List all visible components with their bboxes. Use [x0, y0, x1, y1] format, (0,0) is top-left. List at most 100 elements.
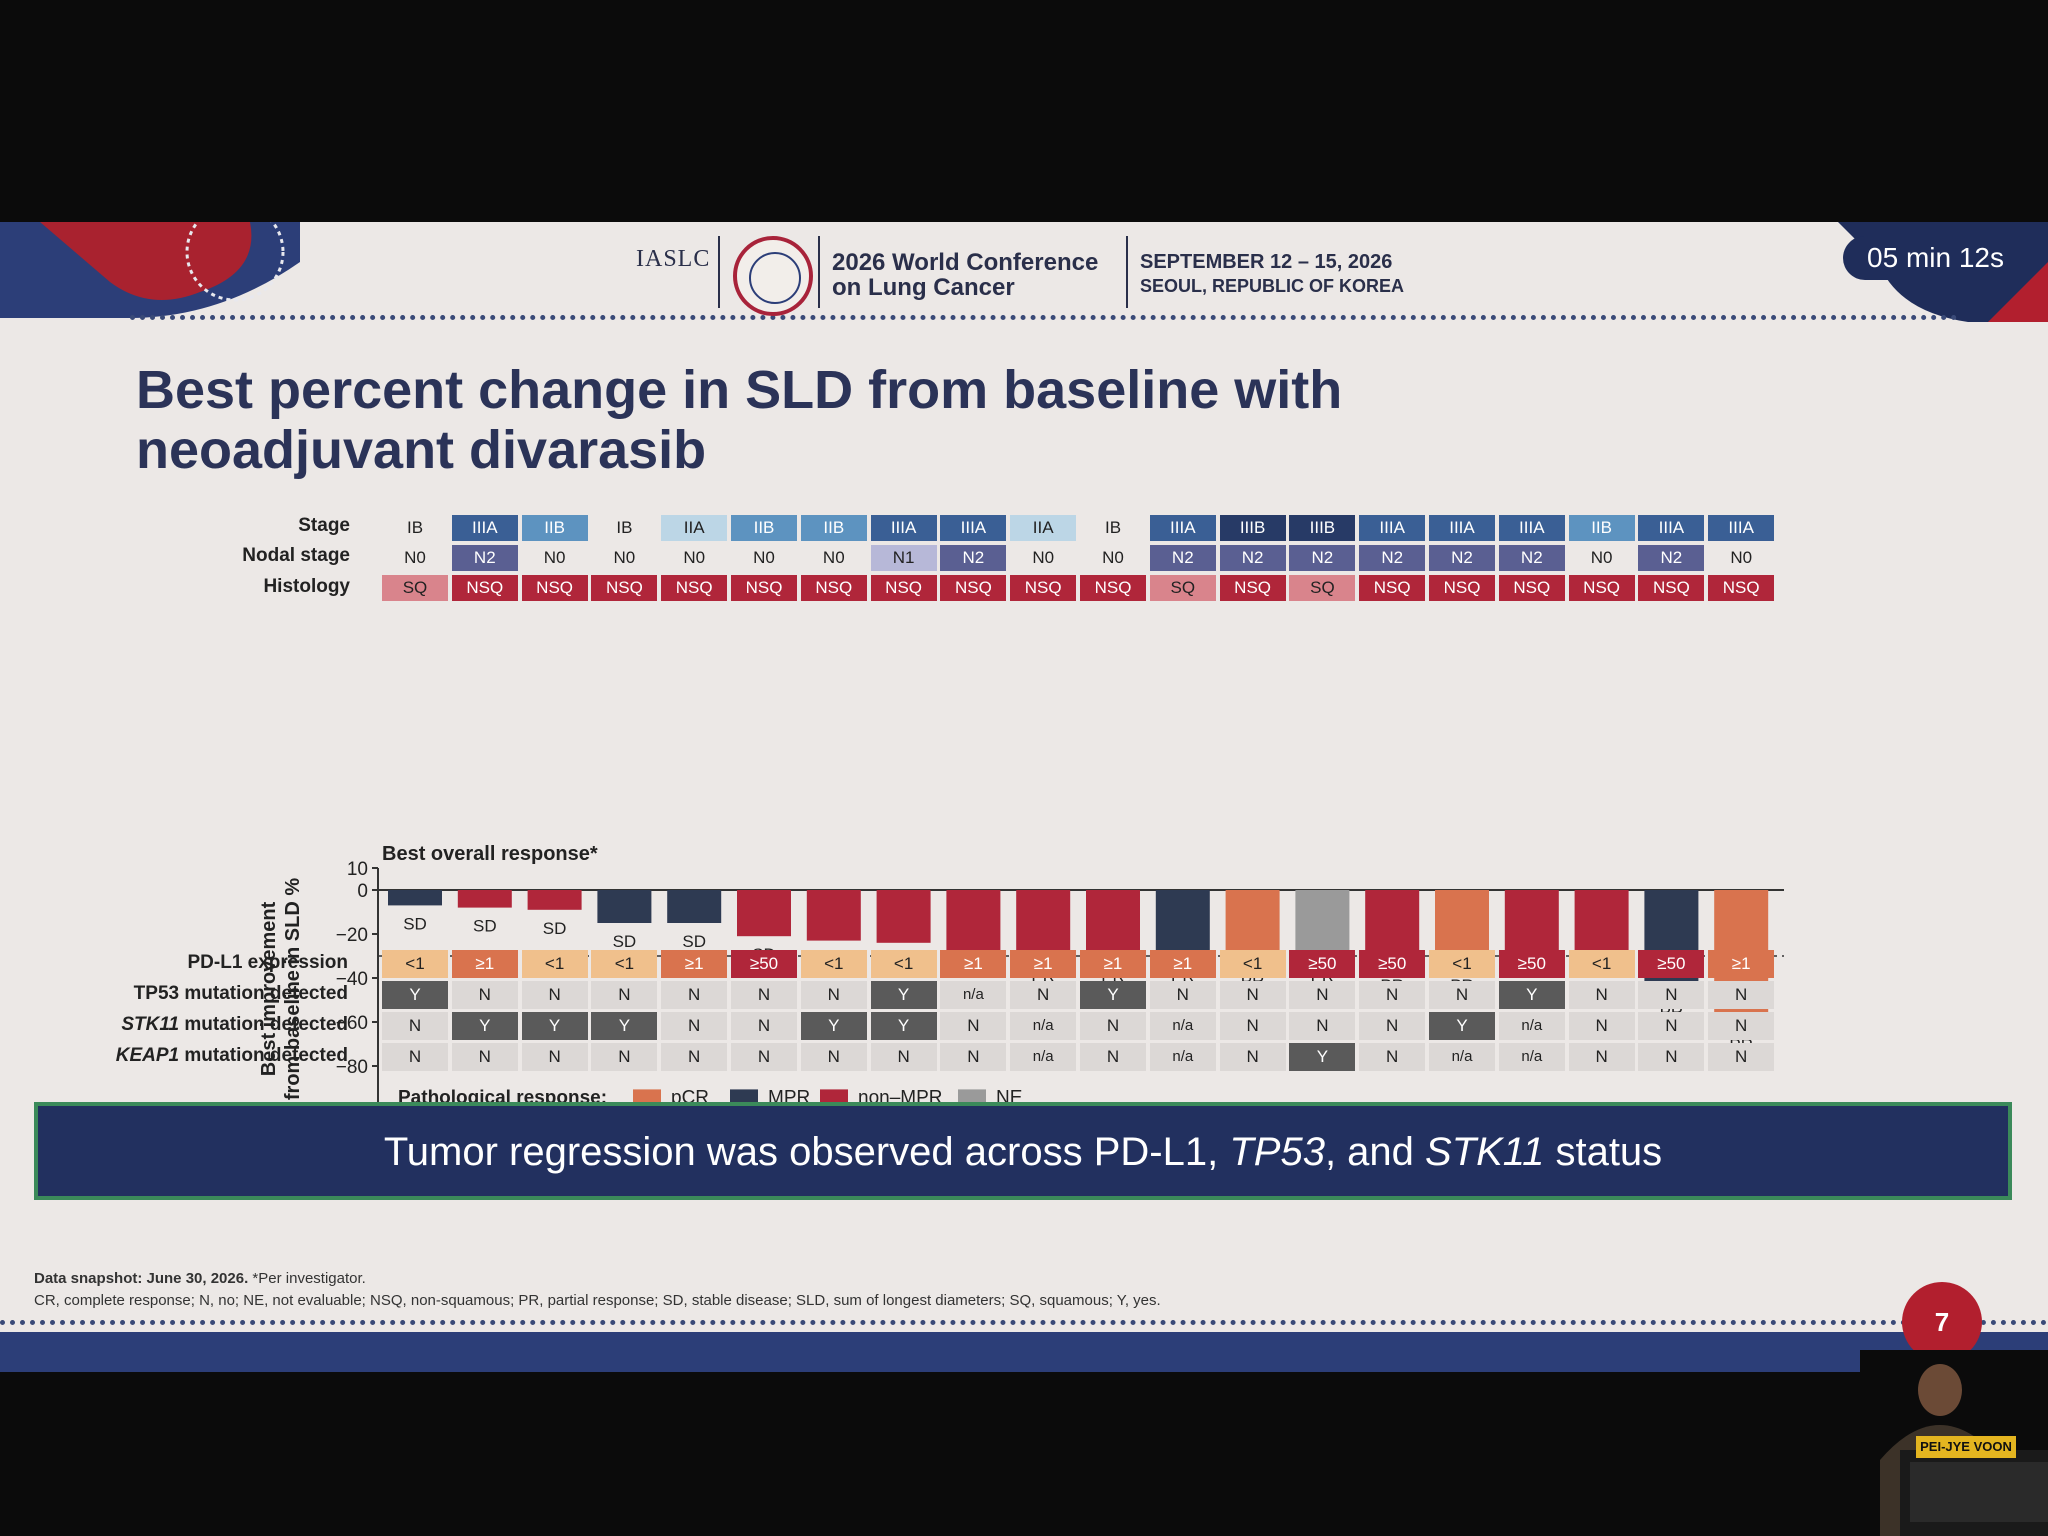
pdl1-cell: ≥1 [661, 950, 728, 978]
legend-swatch [730, 1089, 758, 1104]
stage-cell: IIIA [1149, 515, 1216, 541]
slide-title-line1: Best percent change in SLD from baseline… [136, 360, 1343, 420]
pdl1-cell: <1 [800, 950, 867, 978]
stage-cell: IIIB [1219, 515, 1286, 541]
pdl1-cell: ≥50 [731, 950, 797, 978]
stage-cell: IIIA [1359, 515, 1426, 541]
stage-cell: IB [406, 518, 424, 537]
nodal-cell: N0 [613, 548, 636, 567]
stage-cell: IIIA [1708, 515, 1775, 541]
conference-title: 2026 World Conference on Lung Cancer [832, 250, 1132, 300]
keap1-cell: N [1568, 1043, 1635, 1071]
histology-cell: NSQ [591, 575, 658, 601]
bar [876, 890, 931, 943]
histology-cell: NSQ [940, 575, 1007, 601]
footnote-abbreviations: CR, complete response; N, no; NE, not ev… [34, 1292, 1161, 1309]
histology-cell: NSQ [1359, 575, 1426, 601]
conference-date: SEPTEMBER 12 – 15, 2026 SEOUL, REPUBLIC … [1140, 250, 1440, 298]
nodal-cell: N2 [1149, 545, 1216, 571]
nodal-cell: N0 [1730, 548, 1753, 567]
stage-row-label: Stage [298, 515, 350, 536]
pdl1-cell: <1 [1568, 950, 1635, 978]
histology-cell: NSQ [1010, 575, 1077, 601]
keap1-cell: N [731, 1043, 797, 1071]
banner-gene-tp53: TP53 [1229, 1130, 1325, 1174]
pdl1-cell: ≥50 [1638, 950, 1705, 978]
slide: IASLC 2026 World Conference on Lung Canc… [0, 222, 2048, 1372]
pdl1-cell: ≥50 [1359, 950, 1426, 978]
stk11-cell: N [731, 1012, 797, 1040]
nodal-cell: N0 [1032, 548, 1055, 567]
header-divider-2 [818, 236, 820, 308]
legend-swatch [633, 1089, 661, 1104]
key-message-banner: Tumor regression was observed across PD-… [34, 1102, 2012, 1200]
stk11-cell: N [661, 1012, 728, 1040]
key-message-text: Tumor regression was observed across PD-… [38, 1130, 2008, 1175]
stk11-cell: N [1568, 1012, 1635, 1040]
y-tick-label: −40 [336, 969, 368, 990]
histology-cell: SQ [382, 575, 448, 601]
y-tick-label: 10 [347, 859, 368, 880]
keap1-row-label: KEAP1 mutation detected [60, 1045, 348, 1067]
stage-cell: IIIA [451, 515, 518, 541]
nodal-cell: N2 [1289, 545, 1356, 571]
banner-gene-stk11: STK11 [1425, 1130, 1545, 1174]
pdl1-cell: ≥1 [1149, 950, 1216, 978]
keap1-cell: n/a [1010, 1043, 1077, 1071]
tp53-cell: N [661, 981, 728, 1009]
stk11-cell: Y [800, 1012, 867, 1040]
keap1-cell: N [940, 1043, 1007, 1071]
keap1-cell: n/a [1498, 1043, 1565, 1071]
stk11-cell: N [1359, 1012, 1426, 1040]
nodal-cell: N0 [404, 548, 426, 567]
stk11-cell: N [1289, 1012, 1356, 1040]
y-tick-label: −20 [336, 925, 368, 946]
histology-cell: NSQ [870, 575, 937, 601]
keap1-cell: N [1219, 1043, 1286, 1071]
tp53-cell: N [1219, 981, 1286, 1009]
header-divider [130, 315, 1958, 320]
histology-cell: NSQ [661, 575, 728, 601]
stk11-cell: Y [870, 1012, 937, 1040]
stage-cell: IIIA [940, 515, 1007, 541]
keap1-cell: N [1708, 1043, 1775, 1071]
nodal-cell: N1 [870, 545, 937, 571]
chart-title: Best overall response* [382, 843, 598, 865]
stage-cell: IIB [521, 515, 588, 541]
pdl1-cell: <1 [1429, 950, 1495, 978]
timer-badge: 05 min 12s [1843, 236, 2028, 280]
keap1-cell: N [661, 1043, 728, 1071]
histology-cell: NSQ [731, 575, 797, 601]
tp53-cell: Y [382, 981, 448, 1009]
bar-response-label: SD [473, 917, 497, 936]
bar [457, 890, 512, 908]
stk11-row-label: STK11 mutation detected [60, 1014, 348, 1036]
pdl1-cell: ≥1 [1080, 950, 1146, 978]
tp53-cell: N [521, 981, 588, 1009]
y-tick-label: 0 [357, 881, 368, 902]
nodal-cell: N2 [940, 545, 1007, 571]
keap1-cell: N [1080, 1043, 1146, 1071]
tp53-cell: N [1359, 981, 1426, 1009]
keap1-cell: Y [1289, 1043, 1356, 1071]
keap1-cell: n/a [1149, 1043, 1216, 1071]
tp53-cell: N [591, 981, 658, 1009]
stk11-cell: N [1080, 1012, 1146, 1040]
tp53-cell: N [731, 981, 797, 1009]
stage-cell: IIIA [1429, 515, 1495, 541]
histology-cell: NSQ [451, 575, 518, 601]
tp53-cell: N [451, 981, 518, 1009]
keap1-cell: N [1359, 1043, 1426, 1071]
tp53-cell: n/a [940, 981, 1007, 1009]
stage-cell: IIIB [1289, 515, 1356, 541]
nodal-cell: N2 [1359, 545, 1426, 571]
y-axis-title: Best improvement from baseline in SLD % [258, 878, 304, 1100]
pdl1-cell: <1 [1219, 950, 1286, 978]
histology-cell: NSQ [800, 575, 867, 601]
presenter-image [1860, 1350, 2048, 1536]
conference-title-line1: 2026 World Conference [832, 249, 1099, 276]
stk11-cell: N [382, 1012, 448, 1040]
nodal-cell: N0 [683, 548, 706, 567]
conference-date-line1: SEPTEMBER 12 – 15, 2026 [1140, 251, 1393, 273]
keap1-cell: N [591, 1043, 658, 1071]
